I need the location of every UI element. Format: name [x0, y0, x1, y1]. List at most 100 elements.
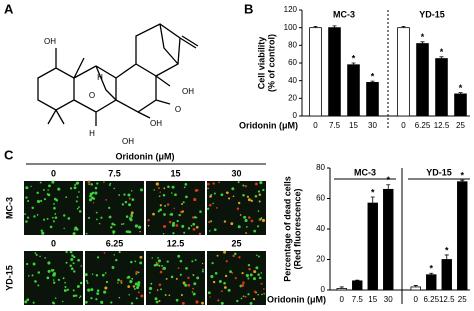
cell — [110, 301, 113, 304]
cell — [183, 231, 186, 234]
group-label: MC-3 — [354, 167, 376, 177]
significance: * — [459, 83, 463, 93]
cell — [131, 198, 135, 201]
cell — [241, 283, 245, 287]
cell — [90, 297, 93, 300]
atom-label: H — [97, 73, 103, 82]
cell — [127, 275, 131, 279]
cell — [52, 220, 55, 223]
cell — [95, 298, 98, 301]
cell — [159, 208, 163, 212]
cell — [187, 227, 191, 230]
cell — [72, 294, 76, 298]
cell — [95, 274, 99, 277]
cell — [237, 201, 241, 205]
x-tick-label: 30 — [384, 295, 393, 304]
cell — [260, 282, 263, 285]
cell — [184, 183, 188, 186]
cell — [108, 206, 111, 209]
cell — [194, 259, 197, 262]
bar — [441, 259, 452, 291]
bar — [366, 82, 379, 117]
cell — [24, 300, 28, 304]
cell — [91, 273, 94, 275]
cell — [66, 288, 70, 291]
cell — [196, 189, 199, 192]
cell — [86, 282, 89, 284]
cell — [70, 258, 74, 262]
cell — [163, 213, 166, 216]
y-tick-label: 80 — [316, 163, 325, 172]
y-tick-label: 20 — [316, 255, 325, 264]
cell — [167, 185, 170, 189]
cell — [214, 271, 218, 275]
cell — [127, 193, 131, 197]
cell — [227, 288, 231, 292]
cell — [212, 280, 216, 284]
cell — [115, 258, 118, 262]
cell — [158, 300, 161, 303]
cell — [120, 281, 123, 284]
cell — [224, 274, 228, 278]
cell — [155, 263, 159, 267]
error-bar — [355, 279, 360, 281]
cell — [258, 276, 262, 280]
cell — [213, 192, 216, 195]
micrograph-bg — [85, 181, 144, 235]
cell — [28, 275, 30, 277]
cell — [181, 202, 184, 205]
cell — [67, 217, 71, 220]
x-tick-label: 30 — [368, 121, 377, 130]
cell — [175, 224, 179, 227]
y-tick-label: 100 — [284, 23, 298, 32]
cell — [190, 224, 193, 227]
cell — [231, 187, 235, 191]
micrograph — [146, 181, 205, 236]
cell — [260, 272, 263, 274]
cell — [206, 207, 210, 210]
cell — [77, 258, 80, 262]
cell — [26, 298, 30, 302]
x-tick-label: 6.25 — [415, 121, 431, 130]
cell — [195, 225, 199, 229]
cell — [210, 274, 214, 279]
bar — [416, 43, 429, 117]
micrograph-bg — [146, 251, 205, 305]
cell — [220, 301, 224, 305]
cell — [248, 267, 251, 271]
bar — [383, 188, 394, 291]
cell — [135, 297, 138, 300]
cell — [202, 268, 204, 271]
cell — [147, 219, 150, 222]
cell — [62, 277, 65, 280]
bar — [336, 288, 347, 291]
cell — [94, 186, 98, 190]
y-tick-label: 60 — [288, 58, 297, 67]
cell — [139, 230, 141, 233]
cell — [244, 219, 248, 223]
bar — [454, 93, 467, 117]
x-axis-label: Oridonin (μM) — [267, 294, 326, 304]
cell — [181, 301, 185, 305]
cell — [164, 293, 167, 297]
cell — [129, 218, 133, 222]
cell — [236, 207, 240, 210]
cell — [240, 297, 243, 300]
cell — [37, 284, 40, 287]
cell — [111, 222, 115, 226]
cell — [220, 290, 223, 293]
error-bar — [370, 80, 375, 83]
cell — [92, 201, 95, 204]
y-tick-label: 0 — [293, 111, 298, 120]
cell — [73, 270, 76, 273]
cell — [226, 191, 229, 195]
cell — [84, 273, 88, 277]
cell — [25, 220, 28, 223]
cell — [34, 280, 37, 283]
cell — [133, 285, 135, 288]
cell — [208, 203, 212, 207]
cell — [124, 200, 128, 204]
cell — [110, 226, 113, 229]
atom-label: OH — [44, 37, 56, 46]
error-bar — [439, 56, 444, 59]
